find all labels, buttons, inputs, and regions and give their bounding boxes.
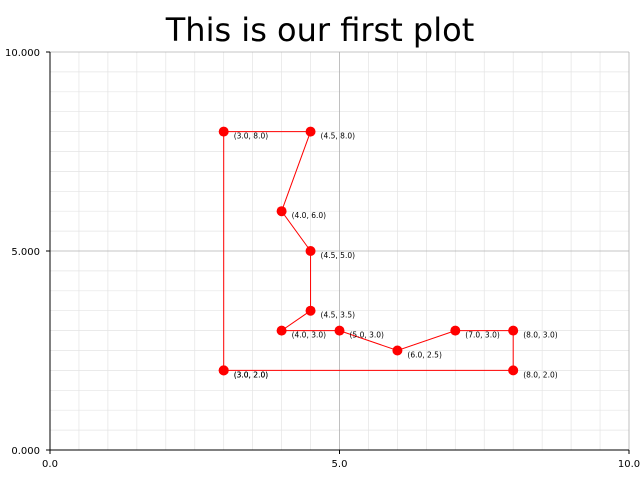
chart-title: This is our first plot xyxy=(165,11,475,49)
x-tick-label: 0.0 xyxy=(42,459,58,470)
data-point xyxy=(305,126,316,137)
data-point xyxy=(334,325,345,336)
y-tick-label: 10.000 xyxy=(5,48,40,59)
y-tick-label: 0.000 xyxy=(11,446,40,457)
data-label: (4.0, 3.0) xyxy=(292,331,327,340)
data-label: (8.0, 3.0) xyxy=(523,331,558,340)
x-tick-label: 5.0 xyxy=(332,459,348,470)
y-tick-label: 5.000 xyxy=(11,247,40,258)
data-point xyxy=(508,325,519,336)
data-point xyxy=(218,365,229,376)
data-point xyxy=(305,246,316,256)
data-label: (3.0, 8.0) xyxy=(234,132,269,141)
data-label: (3.0, 2.0) xyxy=(234,370,269,379)
data-point xyxy=(392,345,403,356)
data-label: (4.0, 6.0) xyxy=(292,211,327,220)
data-label: (8.0, 2.0) xyxy=(523,370,558,379)
data-point xyxy=(276,325,287,336)
data-label: (5.0, 3.0) xyxy=(350,331,385,340)
x-tick-label: 10.0 xyxy=(618,459,640,470)
data-label: (3.0, 2.0) xyxy=(234,370,269,379)
series-layer: (3.0, 2.0) (3.0, 8.0) (4.5, 8.0) (4.0, 6.0)… xyxy=(218,126,558,379)
data-point xyxy=(218,126,229,137)
data-point xyxy=(508,365,519,376)
data-point xyxy=(305,305,316,316)
data-label: (7.0, 3.0) xyxy=(465,331,500,340)
data-label: (4.5, 5.0) xyxy=(321,251,356,260)
data-point xyxy=(450,325,461,336)
data-label: (4.5, 8.0) xyxy=(321,132,356,141)
axis-ticks: 0.0 5.0 10.0 0.000 5.000 10.000 xyxy=(5,48,640,470)
data-label: (4.5, 3.5) xyxy=(321,311,356,320)
data-label: (6.0, 2.5) xyxy=(407,351,442,360)
data-point xyxy=(276,206,287,217)
